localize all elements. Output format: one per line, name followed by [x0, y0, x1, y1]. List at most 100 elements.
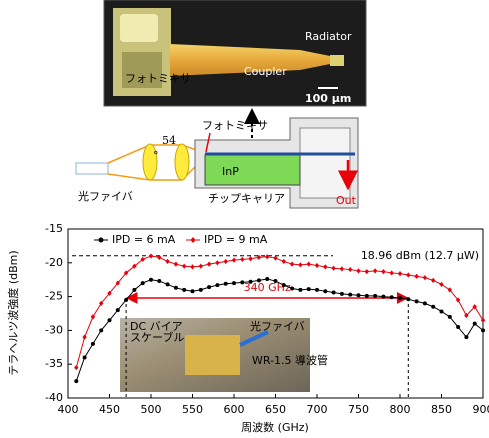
- x-tick-label: 500: [141, 403, 162, 416]
- inset-label: 光ファイバ: [250, 319, 305, 333]
- legend-label: IPD = 9 mA: [204, 233, 268, 246]
- point: [390, 270, 394, 275]
- diagram-label: 54: [162, 134, 176, 147]
- point: [381, 269, 385, 274]
- x-axis-title: 周波数 (GHz): [241, 421, 309, 434]
- setup-diagram: フォトミキサ 54 ° InP 光ファイバ チップキャリア Out: [76, 118, 358, 208]
- point: [348, 267, 352, 272]
- point: [232, 257, 236, 262]
- legend-marker: [191, 237, 196, 243]
- inset-label: スケーブル: [130, 330, 184, 344]
- point: [398, 271, 402, 276]
- point: [423, 301, 427, 305]
- point: [141, 281, 145, 285]
- x-tick-label: 450: [99, 403, 120, 416]
- x-tick-label: 650: [265, 403, 286, 416]
- point: [481, 328, 485, 332]
- point: [381, 295, 385, 299]
- x-tick-label: 800: [390, 403, 411, 416]
- point: [191, 289, 195, 293]
- point: [74, 365, 78, 370]
- point: [315, 263, 319, 268]
- point: [357, 293, 361, 297]
- point: [166, 282, 170, 286]
- photo-label: Radiator: [305, 30, 352, 43]
- point: [323, 264, 327, 269]
- y-tick-label: -35: [45, 357, 63, 370]
- diagram-label: Out: [336, 194, 357, 207]
- photo-label: 100 μm: [305, 92, 351, 105]
- photo-label: Coupler: [244, 65, 287, 78]
- legend-label: IPD = 6 mA: [112, 233, 176, 246]
- point: [406, 297, 410, 301]
- point: [240, 280, 244, 284]
- point: [132, 288, 136, 292]
- point: [390, 295, 394, 299]
- point: [373, 294, 377, 298]
- point: [473, 322, 477, 326]
- point: [182, 264, 186, 269]
- point: [74, 379, 78, 383]
- figure: Radiator フォトミキサ Coupler 100 μm フォトミキサ 54…: [0, 0, 489, 438]
- legend-marker: [99, 238, 104, 243]
- point: [440, 309, 444, 313]
- point: [174, 262, 178, 267]
- x-tick-label: 550: [182, 403, 203, 416]
- point: [116, 308, 120, 312]
- point: [165, 259, 169, 264]
- chip-photo: Radiator フォトミキサ Coupler 100 μm: [104, 0, 366, 106]
- point: [398, 296, 402, 300]
- inset-label: WR-1.5 導波管: [252, 353, 328, 367]
- point: [240, 257, 244, 262]
- point: [265, 277, 269, 281]
- point: [232, 281, 236, 285]
- point: [265, 254, 269, 259]
- point: [91, 342, 95, 346]
- x-tick-label: 400: [58, 403, 79, 416]
- point: [298, 262, 302, 267]
- point: [82, 335, 86, 340]
- point: [431, 278, 435, 283]
- point: [108, 318, 112, 322]
- point: [415, 299, 419, 303]
- point: [282, 283, 286, 287]
- diagram-label: °: [153, 149, 159, 162]
- point: [199, 264, 203, 269]
- point: [290, 262, 294, 267]
- point: [307, 262, 311, 267]
- point: [373, 268, 377, 273]
- diagram-label: チップキャリア: [208, 192, 285, 205]
- y-tick-label: -20: [45, 256, 63, 269]
- point: [315, 288, 319, 292]
- y-tick-label: -25: [45, 290, 63, 303]
- point: [365, 294, 369, 298]
- point: [157, 279, 161, 283]
- point: [298, 288, 302, 292]
- y-tick-label: -15: [45, 222, 63, 235]
- point: [340, 266, 344, 271]
- point: [182, 288, 186, 292]
- point: [406, 272, 410, 277]
- point: [199, 288, 203, 292]
- point: [190, 264, 194, 269]
- reference-label: 18.96 dBm (12.7 μW): [361, 249, 479, 262]
- point: [149, 278, 153, 282]
- x-tick-label: 850: [431, 403, 452, 416]
- point: [224, 282, 228, 286]
- point: [224, 259, 228, 264]
- point: [215, 283, 219, 287]
- point: [207, 262, 211, 267]
- point: [348, 293, 352, 297]
- point: [423, 275, 427, 280]
- point: [290, 286, 294, 290]
- point: [340, 292, 344, 296]
- point: [331, 266, 335, 271]
- point: [464, 335, 468, 339]
- y-tick-label: -30: [45, 323, 63, 336]
- diagram-label: フォトミキサ: [202, 119, 268, 132]
- x-tick-label: 750: [348, 403, 369, 416]
- point: [448, 315, 452, 319]
- point: [282, 259, 286, 264]
- point: [456, 325, 460, 329]
- point: [174, 286, 178, 290]
